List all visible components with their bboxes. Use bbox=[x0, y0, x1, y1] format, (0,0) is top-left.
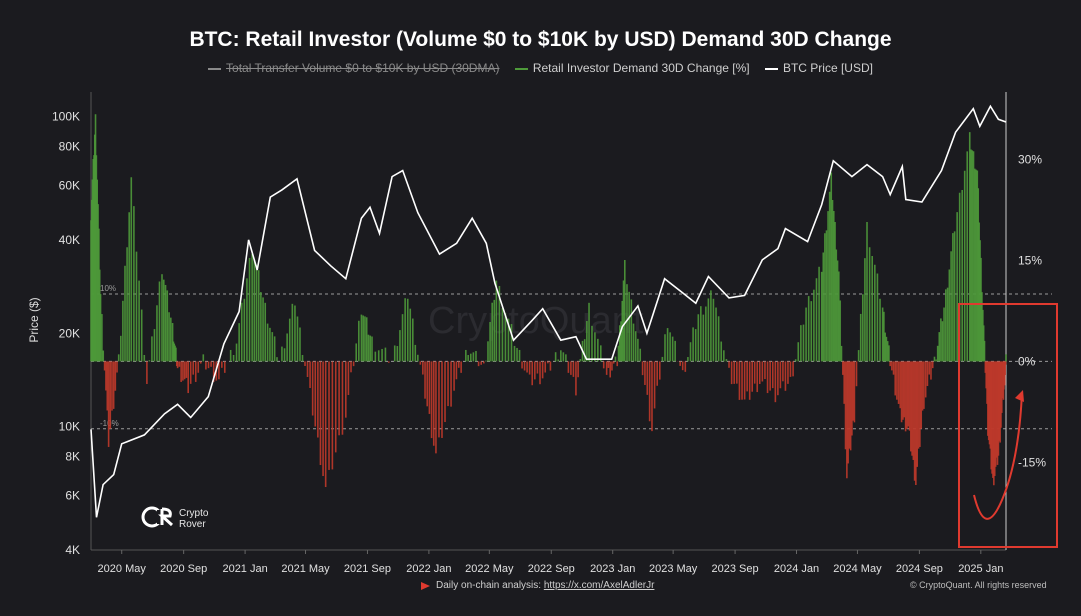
x-tick-label: 2020 May bbox=[98, 563, 147, 575]
footer-text: Daily on-chain analysis: bbox=[436, 580, 544, 591]
x-tick-label: 2021 Sep bbox=[344, 563, 391, 575]
demand-series bbox=[90, 114, 1007, 488]
x-tick-label: 2024 May bbox=[833, 563, 882, 575]
logo-icon-r bbox=[158, 507, 174, 527]
legend-item-total-volume[interactable]: Total Transfer Volume $0 to $10K by USD … bbox=[208, 61, 499, 75]
right-tick-label: 15% bbox=[1018, 253, 1042, 267]
y-tick-label: 40K bbox=[59, 233, 80, 247]
price-series bbox=[90, 104, 1007, 518]
reference-line-label: 10% bbox=[100, 284, 116, 293]
x-tick-label: 2023 Sep bbox=[712, 563, 759, 575]
logo-line2: Rover bbox=[179, 519, 206, 530]
y-tick-label: 20K bbox=[59, 326, 80, 340]
chart-title: BTC: Retail Investor (Volume $0 to $10K … bbox=[189, 28, 892, 51]
y-tick-label: 8K bbox=[65, 450, 80, 464]
legend-item-retail-demand[interactable]: Retail Investor Demand 30D Change [%] bbox=[514, 61, 750, 75]
right-tick-label: 0% bbox=[1018, 354, 1036, 368]
y-tick-label: 80K bbox=[59, 140, 80, 154]
x-tick-label: 2025 Jan bbox=[958, 563, 1003, 575]
axis-ticks: 100K 80K 60K 40K 20K 10K 8K 6K 4K 30% 15% 0% -15% 202… bbox=[52, 110, 1046, 575]
right-tick-label: -15% bbox=[1018, 455, 1046, 469]
logo bbox=[141, 506, 174, 528]
logo-text: Crypto Rover bbox=[179, 508, 208, 530]
highlight-box bbox=[958, 303, 1058, 548]
x-tick-label: 2022 Jan bbox=[406, 563, 451, 575]
footer-flag-icon bbox=[421, 582, 430, 590]
y-axis-label: Price ($) bbox=[27, 297, 41, 342]
legend-swatch bbox=[514, 67, 528, 70]
x-tick-label: 2022 Sep bbox=[528, 563, 575, 575]
x-tick-label: 2021 Jan bbox=[222, 563, 267, 575]
y-tick-label: 6K bbox=[65, 488, 80, 502]
x-tick-label: 2024 Sep bbox=[896, 563, 943, 575]
copyright: © CryptoQuant. All rights reserved bbox=[910, 580, 1047, 590]
x-tick-label: 2024 Jan bbox=[774, 563, 819, 575]
y-tick-label: 60K bbox=[59, 178, 80, 192]
chart-legend: Total Transfer Volume $0 to $10K by USD … bbox=[0, 61, 1081, 75]
x-tick-label: 2021 May bbox=[281, 563, 330, 575]
legend-label: BTC Price [USD] bbox=[782, 61, 873, 75]
watermark: CryptoQuant bbox=[428, 300, 644, 342]
trend-arrow bbox=[973, 391, 1023, 520]
y-tick-label: 10K bbox=[59, 420, 80, 434]
legend-swatch bbox=[764, 67, 778, 70]
right-tick-label: 30% bbox=[1018, 152, 1042, 166]
y-tick-label: 100K bbox=[52, 110, 80, 124]
x-tick-label: 2022 May bbox=[465, 563, 514, 575]
legend-swatch bbox=[208, 67, 222, 70]
legend-item-btc-price[interactable]: BTC Price [USD] bbox=[764, 61, 873, 75]
legend-label: Retail Investor Demand 30D Change [%] bbox=[532, 61, 750, 75]
logo-line1: Crypto bbox=[179, 508, 209, 519]
trend-arrowhead bbox=[1015, 390, 1024, 402]
x-tick-label: 2023 May bbox=[649, 563, 698, 575]
footer-note: Daily on-chain analysis: https://x.com/A… bbox=[436, 580, 654, 591]
x-tick-label: 2020 Sep bbox=[160, 563, 207, 575]
footer-link[interactable]: https://x.com/AxelAdlerJr bbox=[543, 580, 655, 591]
legend-label: Total Transfer Volume $0 to $10K by USD … bbox=[226, 61, 500, 75]
y-tick-label: 4K bbox=[65, 543, 80, 557]
x-tick-label: 2023 Jan bbox=[590, 563, 635, 575]
btc-price-line bbox=[90, 104, 1007, 518]
